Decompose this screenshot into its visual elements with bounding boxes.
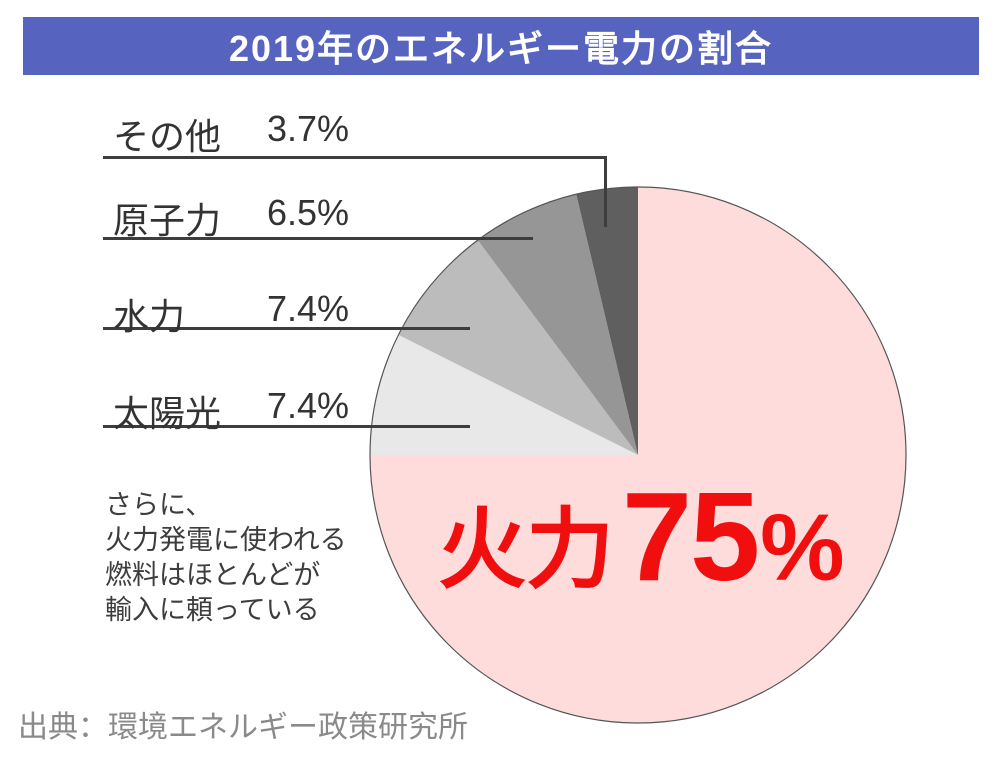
legend-row-solar: 太陽光 7.4% (103, 385, 349, 437)
big-label-value: 75 (622, 466, 760, 607)
legend-row-other: その他 3.7% (103, 108, 349, 160)
legend-value-nuclear: 6.5% (267, 192, 350, 233)
pie-slice-nuclear (477, 194, 638, 455)
note-text: さらに、 火力発電に使われる 燃料はほとんどが 輸入に頼っている (105, 490, 347, 625)
legend-label-hydro: 水力 (113, 296, 186, 337)
big-label-percent: % (760, 495, 845, 601)
legend-value-solar: 7.4% (267, 385, 350, 426)
pie-slice-other (576, 187, 638, 455)
leader-line-hydro (103, 327, 470, 330)
legend-label-other: その他 (113, 116, 222, 157)
leader-line-other (103, 156, 607, 159)
title-banner: 2019年のエネルギー電力の割合 (23, 17, 979, 75)
leader-line-solar (103, 425, 470, 428)
leader-line-nuclear (103, 237, 533, 240)
pie-slice-solar (370, 334, 638, 455)
legend-label-nuclear: 原子力 (113, 200, 222, 241)
big-label-name: 火力 (438, 500, 615, 599)
pie-slice-hydro (398, 240, 638, 455)
page-title: 2019年のエネルギー電力の割合 (228, 28, 774, 69)
legend-row-nuclear: 原子力 6.5% (103, 192, 349, 244)
pie-outline (369, 186, 907, 724)
legend-value-other: 3.7% (267, 108, 350, 149)
legend-row-hydro: 水力 7.4% (103, 288, 349, 340)
leader-line-other-vertical (604, 156, 607, 227)
legend-value-hydro: 7.4% (267, 288, 350, 329)
legend-label-solar: 太陽光 (113, 393, 222, 434)
pie-big-label-thermal: 火力 75 % (438, 464, 845, 609)
source-text: 出典：環境エネルギー政策研究所 (18, 711, 468, 744)
